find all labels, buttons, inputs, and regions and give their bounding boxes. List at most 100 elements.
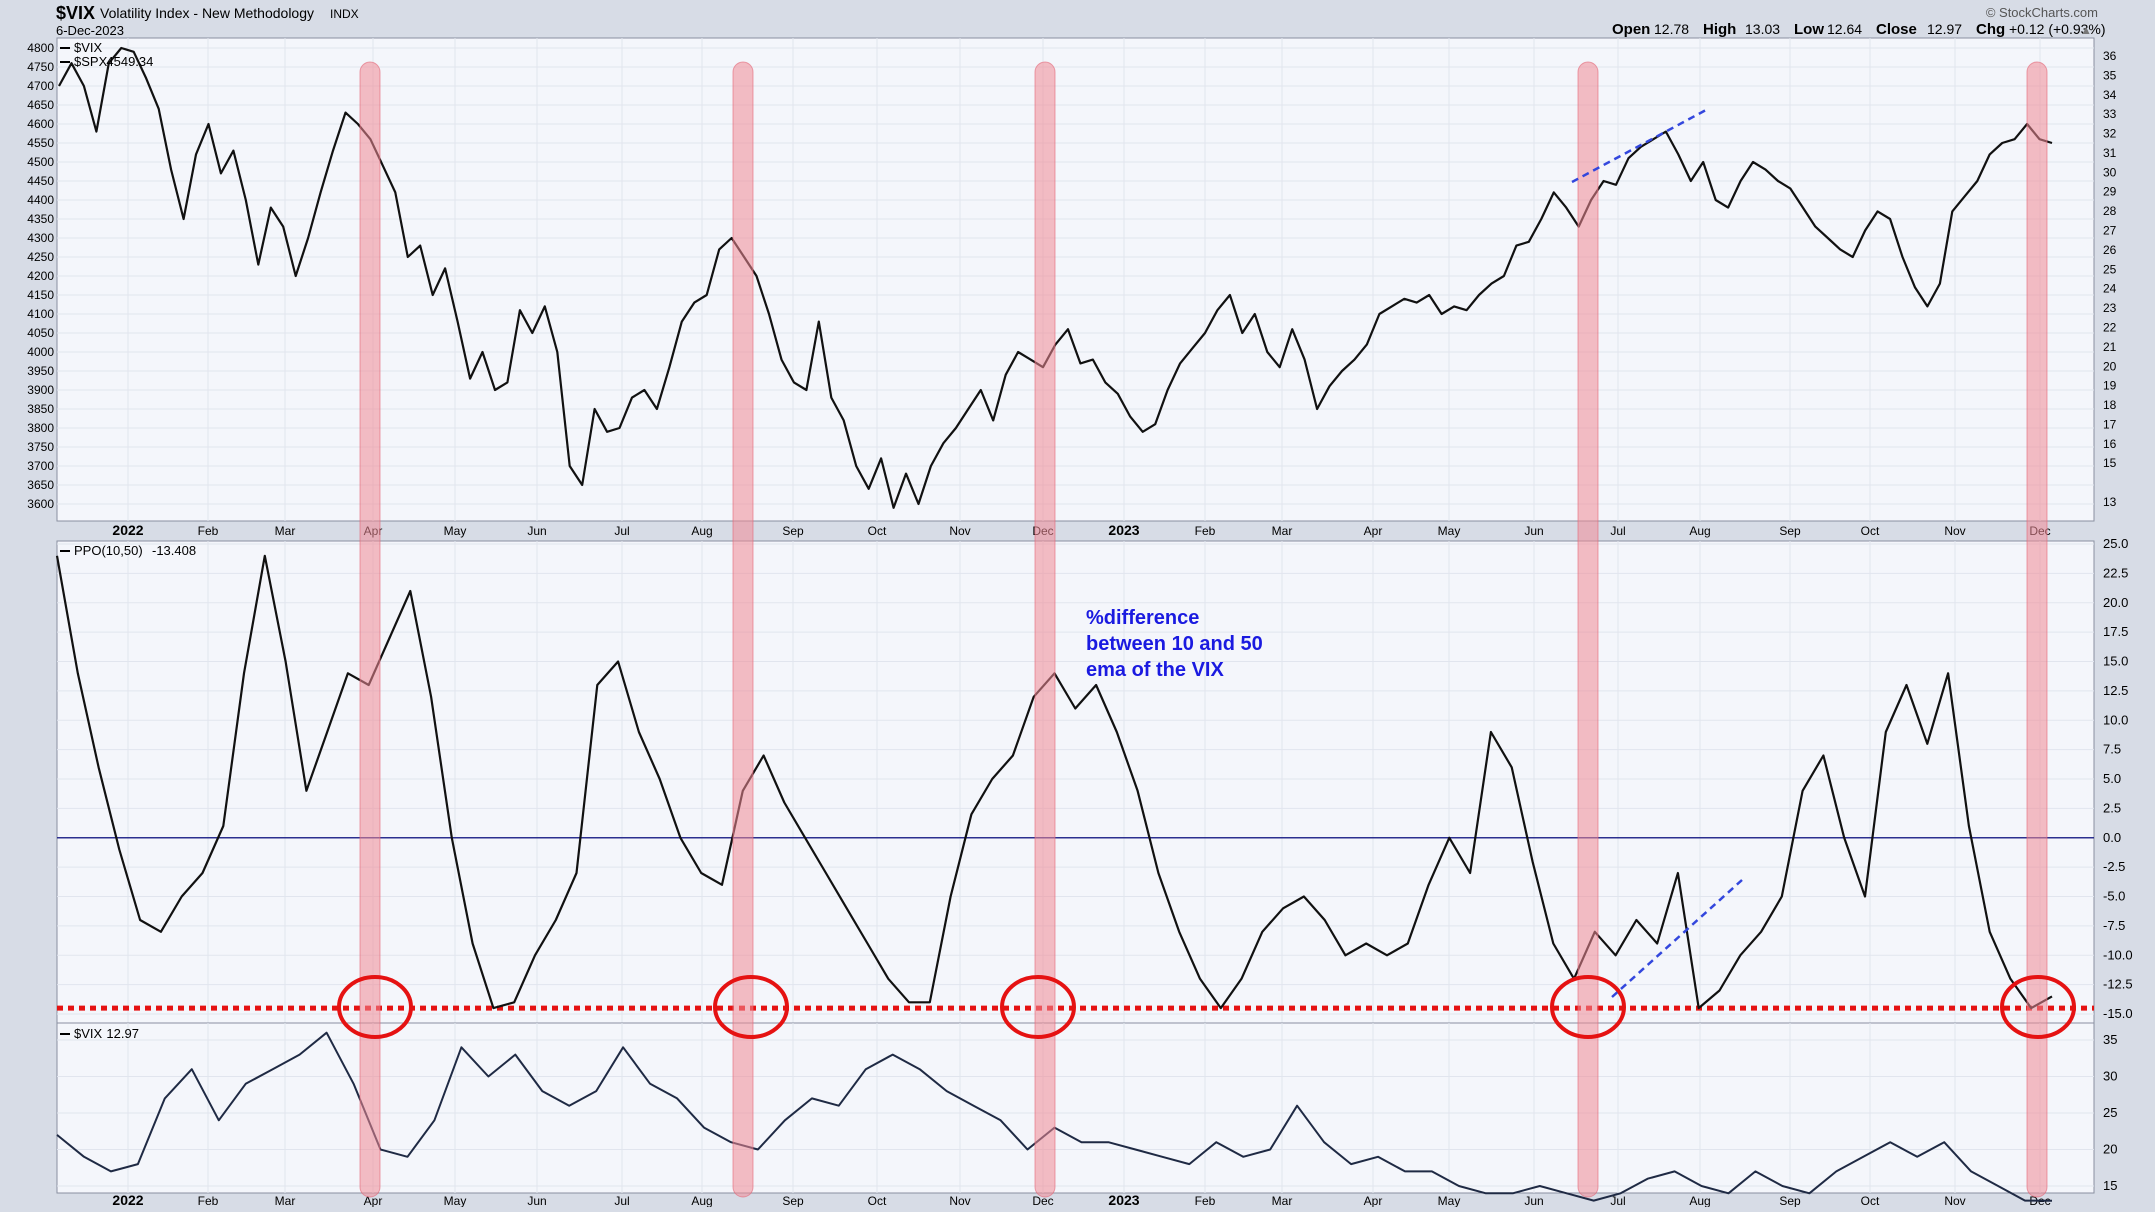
annotation-line-2: between 10 and 50 (1086, 633, 1263, 655)
ppo-tick: 25.0 (2103, 536, 2128, 551)
vix-x-tick: Mar (275, 1194, 296, 1207)
ppo-tick: 20.0 (2103, 595, 2128, 610)
price-x-tick: Aug (1689, 524, 1710, 538)
price-left-tick: 4350 (27, 212, 54, 226)
price-x-tick: Feb (198, 524, 219, 538)
vix-x-tick: Sep (1779, 1194, 1801, 1207)
price-x-tick: 2022 (112, 522, 143, 538)
price-right-tick: 21 (2103, 340, 2117, 354)
highlight-band (2026, 61, 2048, 1198)
vix-tick: 30 (2103, 1069, 2117, 1084)
low-circle (713, 975, 789, 1039)
price-axis-left: 4800 4750 4700 4650 4600 4550 4500 4450 4400 4350… (27, 41, 54, 511)
legend-name: $VIX (74, 40, 103, 55)
vix-x-tick: Jul (1610, 1194, 1625, 1207)
price-x-tick: Mar (275, 524, 296, 538)
price-right-tick: 28 (2103, 204, 2117, 218)
price-x-tick: Jun (527, 524, 546, 538)
price-right-tick: 33 (2103, 107, 2117, 121)
ppo-tick: -7.5 (2103, 918, 2125, 933)
ohlc-label-low: Low (1794, 21, 1824, 38)
price-x-tick: Sep (782, 524, 804, 538)
ppo-tick: 7.5 (2103, 742, 2121, 757)
highlight-band (1034, 61, 1056, 1198)
ohlc-value-high: 13.03 (1745, 21, 1780, 37)
legend-name: $VIX (74, 1026, 103, 1041)
header-name: Volatility Index - New Methodology (100, 5, 314, 21)
price-left-tick: 4200 (27, 269, 54, 283)
highlight-band (732, 61, 754, 1198)
vix-x-tick: Apr (364, 1194, 383, 1207)
vix-axis-right: 35 30 25 20 15 (2103, 1032, 2117, 1193)
price-right-tick: 36 (2103, 49, 2117, 63)
vix-x-tick: Oct (1861, 1194, 1880, 1207)
price-right-tick: 35 (2103, 68, 2117, 82)
vix-tick: 35 (2103, 1032, 2117, 1047)
vix-grid (57, 1023, 2094, 1193)
vix-x-tick: Oct (868, 1194, 887, 1207)
vix-x-tick: Jul (614, 1194, 629, 1207)
price-left-tick: 4500 (27, 155, 54, 169)
price-right-tick: 29 (2103, 185, 2117, 199)
price-left-tick: 3950 (27, 364, 54, 378)
ppo-tick: -5.0 (2103, 889, 2125, 904)
price-left-tick: 4050 (27, 326, 54, 340)
ohlc-label-open: Open (1612, 21, 1650, 38)
price-left-tick: 3900 (27, 383, 54, 397)
price-right-tick: 16 (2103, 437, 2117, 451)
price-right-tick: 31 (2103, 146, 2117, 160)
price-right-tick: 18 (2103, 398, 2117, 412)
price-left-tick: 4600 (27, 117, 54, 131)
low-circle (1550, 975, 1626, 1039)
watermark: © StockCharts.com (1986, 5, 2098, 20)
vix-x-tick: Sep (782, 1194, 804, 1207)
price-left-tick: 4750 (27, 60, 54, 74)
vix-tick: 15 (2103, 1178, 2117, 1193)
price-left-tick: 4550 (27, 136, 54, 150)
price-x-tick: Nov (1944, 524, 1965, 538)
price-x-tick: May (1438, 524, 1461, 538)
price-left-tick: 4250 (27, 250, 54, 264)
low-circle (1000, 975, 1076, 1039)
low-circle (2000, 975, 2076, 1039)
price-left-tick: 3600 (27, 497, 54, 511)
price-right-tick: 15 (2103, 456, 2117, 470)
ppo-axis-right: 25.0 22.5 20.0 17.5 15.0 12.5 10.0 7.5 5.0 2.5 0.0… (2103, 536, 2133, 1021)
ppo-tick: 15.0 (2103, 654, 2128, 669)
ppo-tick: 22.5 (2103, 565, 2128, 580)
ppo-tick: 12.5 (2103, 683, 2128, 698)
price-left-tick: 4700 (27, 79, 54, 93)
price-right-tick: 25 (2103, 262, 2117, 276)
highlight-bands (359, 61, 2048, 1198)
vix-tick: 25 (2103, 1105, 2117, 1120)
legend-value: 4549.34 (106, 54, 153, 69)
price-panel-frame (56, 37, 2095, 522)
ppo-grid (57, 541, 2094, 1023)
price-x-tick: May (444, 524, 467, 538)
price-left-tick: 4450 (27, 174, 54, 188)
highlight-band (359, 61, 381, 1198)
price-axis-right: 36 35 34 33 32 31 30 29 28 27 26 25 24 23 22 21 20 19 18 17… (2103, 49, 2117, 509)
price-x-tick: Mar (1272, 524, 1293, 538)
ppo-trend-line (1611, 879, 1743, 998)
legend-name: PPO(10,50) (74, 543, 143, 558)
vix-panel-frame (56, 1022, 2095, 1194)
chg-arrow-icon: ▲ (2080, 23, 2092, 37)
price-x-tick: Jul (1610, 524, 1625, 538)
ohlc-value-low: 12.64 (1827, 21, 1862, 37)
price-x-tick: Aug (691, 524, 712, 538)
ohlc-value-chg: +0.12 (+0.93%) (2009, 21, 2106, 37)
price-right-tick: 26 (2103, 243, 2117, 257)
price-left-tick: 3700 (27, 459, 54, 473)
price-left-tick: 4300 (27, 231, 54, 245)
header-symbol: $VIX (56, 3, 95, 23)
price-left-tick: 3850 (27, 402, 54, 416)
vix-x-tick: Feb (1195, 1194, 1216, 1207)
price-x-tick: Jul (614, 524, 629, 538)
highlight-band (1577, 61, 1599, 1198)
price-left-tick: 3750 (27, 440, 54, 454)
vix-x-tick: Jun (527, 1194, 546, 1207)
